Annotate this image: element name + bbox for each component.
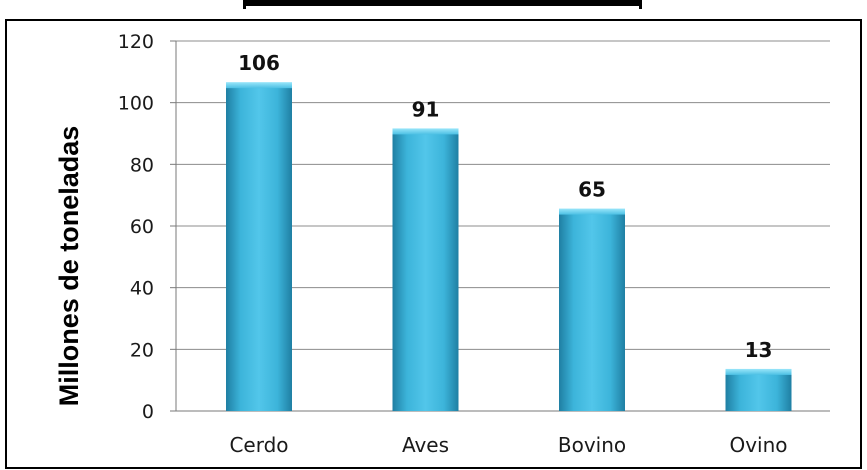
title-remnant — [243, 0, 642, 9]
y-tick-label: 40 — [130, 278, 154, 300]
bar-bovino — [559, 210, 625, 411]
y-tick-label: 60 — [130, 216, 154, 238]
y-tick-label: 80 — [130, 154, 154, 176]
bar-top-cap — [559, 208, 625, 215]
x-category-label: Aves — [402, 433, 449, 457]
y-tick-label: 0 — [142, 401, 154, 423]
x-category-label: Bovino — [558, 433, 626, 457]
bar-series: 106 91 65 13 — [226, 51, 792, 412]
bar-cerdo — [226, 84, 292, 412]
data-label: 91 — [412, 97, 440, 121]
y-tick-label: 20 — [130, 339, 154, 361]
data-label: 65 — [578, 178, 606, 202]
data-label: 106 — [238, 51, 280, 75]
y-tick-label: 100 — [118, 93, 154, 115]
y-axis-title: Millones de toneladas — [54, 126, 84, 407]
bar-top-cap — [226, 82, 292, 89]
x-axis: Cerdo Aves Bovino Ovino — [229, 433, 787, 457]
x-category-label: Ovino — [729, 433, 787, 457]
y-axis: 0 20 40 60 80 100 120 — [118, 31, 177, 423]
data-label: 13 — [745, 338, 773, 362]
x-category-label: Cerdo — [229, 433, 288, 457]
bar-top-cap — [725, 368, 792, 375]
bar-ovino — [725, 370, 792, 411]
bar-aves — [392, 130, 459, 411]
bar-top-cap — [392, 128, 459, 135]
y-tick-label: 120 — [118, 31, 154, 53]
